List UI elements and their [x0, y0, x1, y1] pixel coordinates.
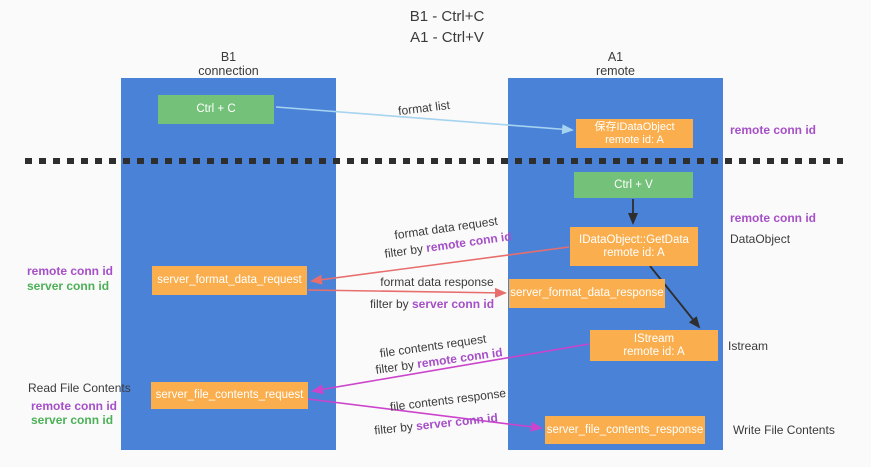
- node-idataobject-getdata: IDataObject::GetData remote id: A: [570, 227, 698, 266]
- node-server-format-data-request-label: server_format_data_request: [157, 274, 302, 286]
- label-left-server-conn-id-1: server conn id: [27, 279, 110, 293]
- filter-prefix-2: filter by: [369, 297, 409, 311]
- node-idataobject-getdata-line1: IDataObject::GetData: [579, 233, 689, 246]
- diagram-title: B1 - Ctrl+C A1 - Ctrl+V: [307, 6, 587, 48]
- label-istream: Istream: [728, 339, 769, 353]
- node-saved-idataobject-line2: remote id: A: [605, 133, 664, 146]
- label-right-remote-conn-id-top: remote conn id: [730, 123, 817, 137]
- filter-server-conn-id-1: server conn id: [412, 297, 495, 311]
- label-format-list: format list: [397, 97, 451, 119]
- label-dataobject: DataObject: [730, 232, 791, 246]
- node-saved-idataobject: 保存IDataObject remote id: A: [576, 119, 693, 148]
- node-ctrl-v: Ctrl + V: [574, 172, 693, 198]
- filter-prefix-3: filter by: [374, 357, 415, 377]
- label-read-file-contents: Read File Contents: [28, 381, 131, 395]
- node-istream-line2: remote id: A: [623, 345, 685, 358]
- node-server-format-data-response: server_format_data_response: [509, 279, 665, 308]
- label-filter-by-server-conn-id-1: filter by server conn id: [370, 297, 494, 311]
- label-filter-by-server-conn-id-2: filter by server conn id: [374, 411, 499, 438]
- node-server-file-contents-request: server_file_contents_request: [151, 382, 308, 409]
- lane-right-subtitle: remote: [596, 64, 635, 78]
- title-line-a1: A1 - Ctrl+V: [410, 29, 484, 46]
- node-saved-idataobject-line1: 保存IDataObject: [594, 120, 675, 133]
- node-ctrl-c: Ctrl + C: [158, 95, 274, 124]
- title-line-b1: B1 - Ctrl+C: [409, 8, 485, 25]
- filter-server-conn-id-2: server conn id: [415, 410, 499, 434]
- label-left-remote-conn-id-1: remote conn id: [27, 264, 114, 278]
- label-left-server-conn-id-2: server conn id: [31, 413, 114, 427]
- lane-right-title: A1: [607, 50, 624, 64]
- label-right-remote-conn-id-mid: remote conn id: [730, 211, 817, 225]
- node-ctrl-c-label: Ctrl + C: [196, 103, 236, 115]
- filter-prefix-4: filter by: [373, 419, 414, 438]
- label-format-data-response: format data response: [380, 275, 494, 289]
- node-istream-line1: IStream: [633, 332, 675, 345]
- lane-header-b1-connection: B1 connection: [121, 50, 336, 78]
- node-idataobject-getdata-line2: remote id: A: [603, 246, 665, 259]
- lane-left-title: B1: [220, 50, 237, 64]
- node-server-format-data-response-label: server_format_data_response: [510, 287, 664, 299]
- node-ctrl-v-label: Ctrl + V: [614, 178, 653, 191]
- node-server-format-data-request: server_format_data_request: [152, 266, 307, 295]
- label-write-file-contents: Write File Contents: [733, 423, 835, 437]
- node-istream: IStream remote id: A: [590, 330, 718, 361]
- label-file-contents-response: file contents response: [389, 385, 507, 415]
- lane-header-a1-remote: A1 remote: [508, 50, 723, 78]
- node-server-file-contents-response: server_file_contents_response: [545, 416, 705, 444]
- arrow-format-data-response: [307, 287, 507, 298]
- label-left-remote-conn-id-2: remote conn id: [31, 399, 118, 413]
- node-server-file-contents-response-label: server_file_contents_response: [546, 423, 704, 436]
- filter-prefix-1: filter by: [383, 241, 424, 261]
- lane-left-subtitle: connection: [198, 64, 259, 78]
- node-server-file-contents-request-label: server_file_contents_request: [155, 389, 304, 401]
